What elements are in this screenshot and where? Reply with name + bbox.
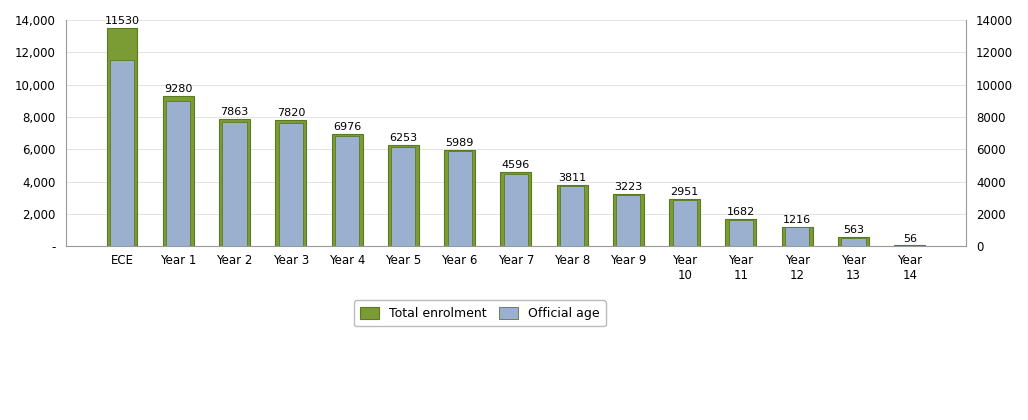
Bar — [560, 186, 584, 247]
Text: 6253: 6253 — [390, 133, 417, 143]
Bar — [785, 228, 809, 247]
Text: 2951: 2951 — [670, 187, 699, 197]
Bar — [162, 96, 193, 247]
Bar — [781, 227, 813, 247]
Bar — [276, 120, 306, 247]
Text: 3223: 3223 — [615, 182, 642, 192]
Bar — [841, 238, 866, 247]
Bar — [669, 199, 700, 247]
Bar — [729, 220, 754, 247]
Bar — [897, 246, 922, 247]
Bar — [557, 185, 588, 247]
Text: 4596: 4596 — [502, 160, 530, 170]
Bar — [504, 173, 528, 247]
Text: 6976: 6976 — [333, 122, 361, 131]
Bar — [335, 136, 359, 247]
Bar — [617, 195, 640, 247]
Bar — [107, 28, 138, 247]
Text: 5989: 5989 — [445, 138, 474, 147]
Text: 1682: 1682 — [727, 207, 756, 217]
Bar — [444, 150, 475, 247]
Bar — [838, 237, 869, 247]
Bar — [388, 145, 418, 247]
Bar — [613, 194, 644, 247]
Text: 7863: 7863 — [220, 107, 249, 117]
Legend: Total enrolment, Official age: Total enrolment, Official age — [354, 300, 605, 326]
Bar — [110, 60, 134, 247]
Bar — [726, 219, 757, 247]
Bar — [501, 172, 531, 247]
Text: 3811: 3811 — [558, 173, 586, 183]
Bar — [219, 119, 250, 247]
Text: 1216: 1216 — [783, 215, 811, 225]
Text: 56: 56 — [903, 234, 917, 244]
Text: 563: 563 — [843, 225, 864, 235]
Text: 11530: 11530 — [105, 16, 140, 26]
Bar — [447, 152, 472, 247]
Bar — [222, 122, 247, 247]
Bar — [279, 123, 303, 247]
Bar — [332, 134, 363, 247]
Text: 7820: 7820 — [277, 108, 305, 118]
Bar — [894, 245, 925, 247]
Bar — [392, 147, 415, 247]
Bar — [672, 200, 697, 247]
Bar — [167, 101, 190, 247]
Text: 9280: 9280 — [164, 84, 192, 94]
